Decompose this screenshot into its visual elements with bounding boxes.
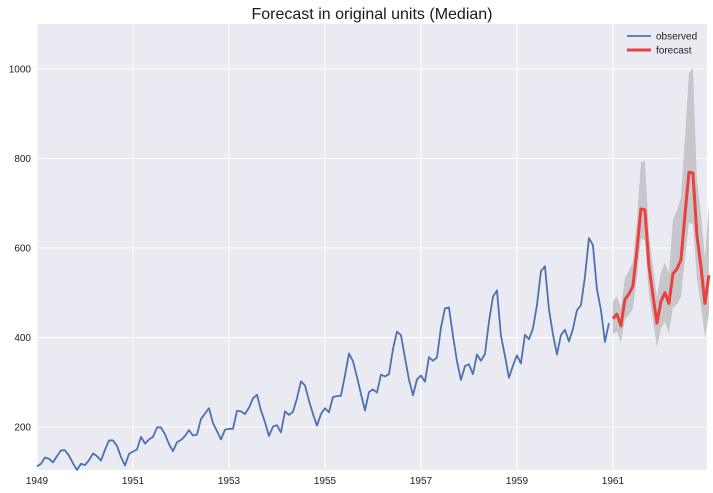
x-tick-label: 1957: [410, 476, 433, 487]
y-axis: 200 400 600 800 1000: [9, 64, 32, 433]
x-tick-label: 1951: [122, 476, 145, 487]
x-tick-label: 1949: [26, 476, 49, 487]
y-tick-label: 800: [14, 154, 31, 165]
series-lines: [36, 170, 711, 471]
x-axis: 1949 1951 1953 1955 1957 1959 1961: [26, 476, 625, 487]
x-tick-label: 1959: [506, 476, 529, 487]
y-tick-label: 1000: [9, 64, 32, 75]
x-tick-label: 1955: [314, 476, 337, 487]
series-line-observed: [36, 237, 610, 471]
series-line-forecast: [611, 170, 711, 328]
legend-label-forecast: forecast: [656, 46, 692, 57]
grid-lines: [36, 24, 707, 470]
y-tick-label: 200: [14, 423, 31, 434]
legend-label-observed: observed: [656, 32, 697, 43]
y-tick-label: 600: [14, 243, 31, 254]
chart-title: Forecast in original units (Median): [252, 6, 493, 23]
x-tick-label: 1953: [218, 476, 241, 487]
y-tick-label: 400: [14, 333, 31, 344]
x-tick-label: 1961: [602, 476, 625, 487]
legend: observed forecast: [627, 32, 697, 57]
plot-background: [37, 24, 707, 470]
